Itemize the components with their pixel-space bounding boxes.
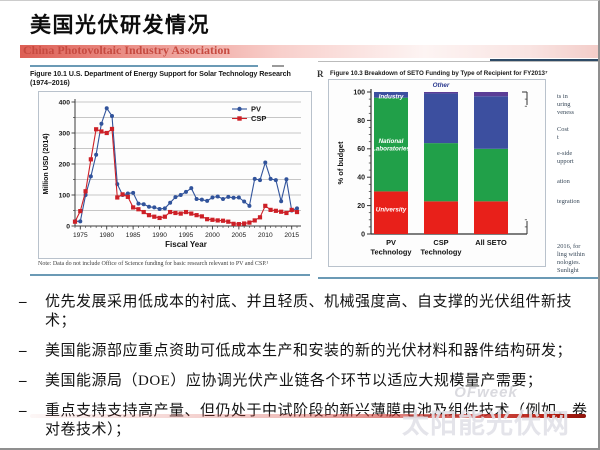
cut-text-fragment: Cost [557,126,569,133]
cut-text-fragment: nologies. [557,259,581,266]
svg-text:2015: 2015 [284,232,299,239]
left-chart-box: 0 100 200 300 400 1975 1980 1985 1990 1995 2000 200… [38,91,312,259]
svg-text:PV: PV [386,238,396,247]
cut-text-fragment: ling within [557,251,585,258]
red-divider-line [30,414,586,418]
svg-text:40: 40 [357,175,365,182]
right-chart-box: 0 20 40 60 80 100 Industry National Laboratories… [328,79,546,267]
cut-text-fragment: uring [557,101,571,108]
left-figure-note: Note: Data do not include Office of Scie… [38,261,269,267]
bullet-dash: – [19,294,27,310]
bullet-text: 重点支持支持高产量、但仍处于中试阶段的新兴薄膜电池及组件技术（例如，卷对卷技术）… [45,403,588,438]
bullet-dash: – [19,403,27,419]
svg-text:300: 300 [59,130,71,137]
left-page-top-rule [30,65,258,67]
header-band: China Photovoltaic Industry Association [20,43,598,58]
seto-funding-bar-chart: 0 20 40 60 80 100 Industry NationalLaboratories… [336,82,528,257]
svg-text:Technology: Technology [371,248,413,257]
svg-text:Technology: Technology [421,248,463,257]
bullet-item: – 优先发展采用低成本的衬底、并且轻质、机械强度高、自支撑的光伏组件新技术； [14,293,592,331]
svg-text:National: National [379,138,404,145]
svg-text:1975: 1975 [73,232,88,239]
svg-text:100: 100 [353,89,365,96]
svg-text:20: 20 [357,203,365,210]
svg-text:2010: 2010 [258,232,273,239]
svg-text:Fiscal Year: Fiscal Year [165,240,207,249]
cut-text-column: ts in uring veness Cost t e-side upport ation te… [557,93,598,275]
svg-text:Laboratories: Laboratories [372,146,411,153]
svg-text:All SETO: All SETO [475,238,507,247]
bullet-text: 美国能源局（DOE）应协调光伏产业链各个环节以适应大规模量产需要； [45,373,543,389]
cut-text-fragment: e-side [557,150,573,157]
cut-text-fragment: tegration [557,198,580,205]
association-name: China Photovoltaic Industry Association [23,43,231,57]
right-page-top-rule [490,59,598,61]
cut-text-fragment: upport [557,158,574,165]
svg-text:400: 400 [59,99,71,106]
svg-text:1980: 1980 [99,232,114,239]
doe-funding-line-chart: 0 100 200 300 400 1975 1980 1985 1990 1995 2000 200… [43,99,301,249]
bullet-dash: – [19,343,27,359]
svg-text:2000: 2000 [205,232,220,239]
svg-text:Million USD (2014): Million USD (2014) [43,133,50,194]
svg-text:CSP: CSP [433,238,448,247]
svg-text:0: 0 [66,223,70,230]
svg-text:1990: 1990 [152,232,167,239]
svg-text:Other: Other [433,82,450,89]
bullet-dash: – [19,373,27,389]
cut-text-fragment: t [557,134,559,141]
left-figure-caption: Figure 10.1 U.S. Department of Energy Su… [30,69,291,87]
svg-text:Industry: Industry [379,93,404,100]
svg-text:200: 200 [59,161,71,168]
svg-text:CSP: CSP [251,114,266,123]
page-title: 美国光伏研发情况 [30,14,210,37]
page-gap-dash [272,65,284,67]
page-edge-fragment: R [317,69,324,79]
bullet-text: 美国能源部应重点资助可低成本生产和安装的新的光伏材料和器件结构研发； [45,343,573,359]
bullet-item: – 重点支持支持高产量、但仍处于中试阶段的新兴薄膜电池及组件技术（例如，卷对卷技术… [14,402,592,440]
right-page-bottom-rule [318,277,598,279]
bullet-list: – 优先发展采用低成本的衬底、并且轻质、机械强度高、自支撑的光伏组件新技术； – 美国… [14,293,592,448]
cut-text-fragment: Sunlight [557,267,579,274]
cut-text-fragment: veness [557,109,575,116]
left-page-bottom-rule [30,274,310,276]
svg-text:1985: 1985 [126,232,141,239]
cut-text-fragment: ation [557,178,570,185]
right-page-top-line [318,61,598,62]
svg-text:80: 80 [357,118,365,125]
svg-text:University: University [376,206,407,213]
svg-text:100: 100 [59,192,71,199]
svg-text:% of budget: % of budget [336,141,345,184]
bullet-text: 优先发展采用低成本的衬底、并且轻质、机械强度高、自支撑的光伏组件新技术； [45,294,573,329]
bullet-item: – 美国能源部应重点资助可低成本生产和安装的新的光伏材料和器件结构研发； [14,342,592,361]
svg-text:0: 0 [361,231,365,238]
cut-text-fragment: 2016, for [557,243,581,250]
cut-text-fragment: ts in [557,93,568,100]
svg-text:PV: PV [251,105,261,114]
svg-text:2005: 2005 [232,232,247,239]
bullet-item: – 美国能源局（DOE）应协调光伏产业链各个环节以适应大规模量产需要； [14,372,592,391]
svg-text:1995: 1995 [179,232,194,239]
right-figure-caption: Figure 10.3 Breakdown of SETO Funding by… [330,70,548,77]
svg-text:60: 60 [357,146,365,153]
